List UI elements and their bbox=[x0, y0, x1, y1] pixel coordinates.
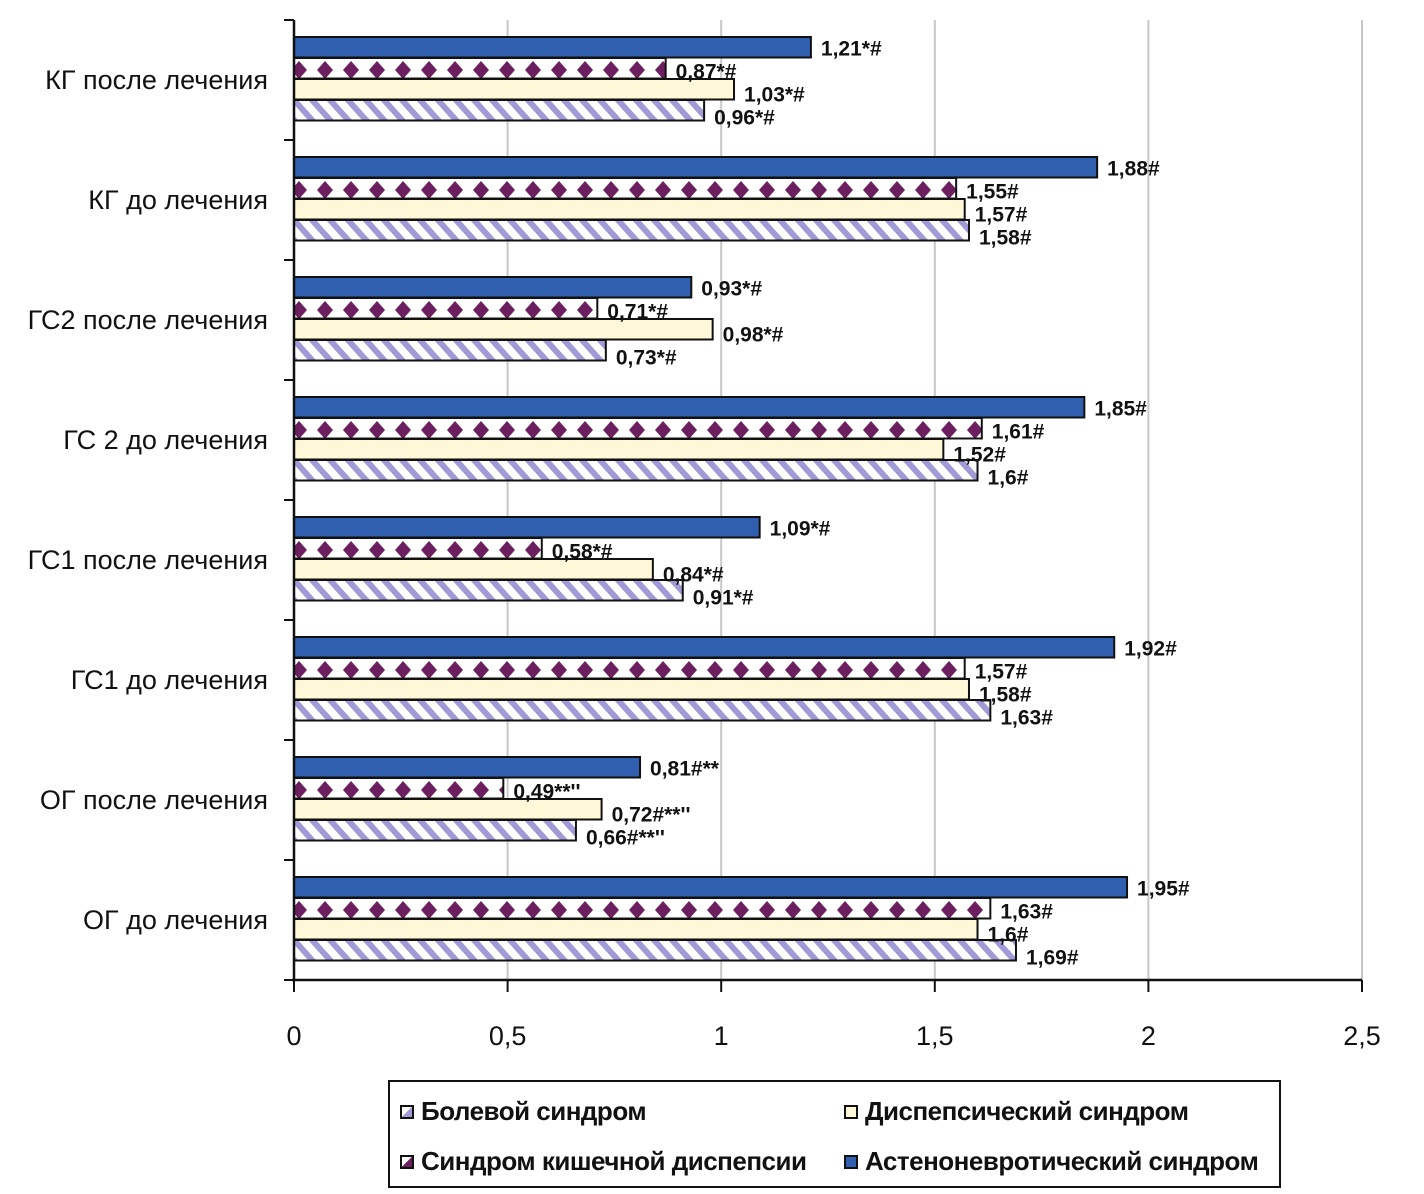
legend-swatch-stripes-icon bbox=[400, 1104, 414, 1119]
legend: Болевой синдром Диспепсический синдром С… bbox=[388, 1080, 1281, 1188]
legend-swatch-cream-icon bbox=[844, 1104, 858, 1119]
data-label: 0,81#** bbox=[650, 757, 720, 780]
data-label: 1,57# bbox=[975, 203, 1028, 226]
axes: 0 0,5 1 1,5 2 2,5 bbox=[284, 19, 1381, 1051]
data-label: 1,85# bbox=[1094, 397, 1147, 420]
bar bbox=[293, 537, 543, 560]
data-label: 1,57# bbox=[975, 660, 1028, 683]
x-tick-label: 0 bbox=[286, 1021, 301, 1051]
bar bbox=[293, 819, 577, 842]
bar bbox=[293, 36, 812, 59]
data-label: 0,84*# bbox=[663, 563, 724, 586]
category-label: ОГ после лечения bbox=[40, 785, 268, 815]
bar bbox=[293, 339, 607, 362]
bar bbox=[293, 276, 693, 299]
bar bbox=[293, 897, 992, 920]
category-label: ГС1 до лечения bbox=[71, 665, 268, 695]
data-label: 0,96*# bbox=[714, 106, 775, 129]
data-label: 0,91*# bbox=[693, 586, 754, 609]
bar bbox=[293, 699, 992, 722]
data-label: 1,69# bbox=[1026, 946, 1079, 969]
bar bbox=[293, 939, 1017, 962]
bar bbox=[293, 297, 599, 320]
bar bbox=[293, 198, 966, 221]
category-label: ГС1 после лечения bbox=[28, 545, 268, 575]
data-label: 0,72#**'' bbox=[612, 803, 691, 826]
bar bbox=[293, 219, 970, 242]
bar bbox=[293, 177, 958, 200]
category-label: ГС 2 до лечения bbox=[63, 425, 268, 455]
category-label: ОГ до лечения bbox=[83, 905, 268, 935]
legend-swatch-diamonds-icon bbox=[400, 1154, 414, 1169]
data-label: 1,95# bbox=[1137, 877, 1190, 900]
data-label: 1,92# bbox=[1124, 637, 1177, 660]
data-label: 0,98*# bbox=[723, 323, 784, 346]
bar bbox=[293, 678, 970, 701]
category-label: ГС2 после лечения bbox=[28, 305, 268, 335]
category-label: КГ после лечения bbox=[45, 65, 268, 95]
data-label: 0,71*# bbox=[607, 300, 668, 323]
data-label: 1,58# bbox=[979, 226, 1032, 249]
data-label: 0,49**'' bbox=[513, 780, 580, 803]
data-label: 1,63# bbox=[1000, 706, 1053, 729]
legend-swatch-blue-icon bbox=[844, 1154, 858, 1169]
data-label: 1,21*# bbox=[821, 37, 882, 60]
bar bbox=[293, 99, 706, 122]
legend-label: Диспепсический синдром bbox=[865, 1096, 1189, 1126]
data-label: 0,87*# bbox=[676, 60, 737, 83]
x-tick-label: 2 bbox=[1141, 1021, 1156, 1051]
bar bbox=[293, 516, 761, 539]
legend-item-intestinal: Синдром кишечной диспепсии bbox=[400, 1146, 807, 1177]
bar bbox=[293, 876, 1129, 899]
data-label: 1,03*# bbox=[744, 83, 805, 106]
data-label: 0,58*# bbox=[552, 540, 613, 563]
bar bbox=[293, 459, 979, 482]
data-label: 1,6# bbox=[988, 923, 1029, 946]
data-label: 1,55# bbox=[966, 180, 1019, 203]
x-tick-label: 2,5 bbox=[1343, 1021, 1381, 1051]
category-label: КГ до лечения bbox=[88, 185, 268, 215]
bar bbox=[293, 918, 979, 941]
data-label: 0,93*# bbox=[701, 277, 762, 300]
legend-item-astheno: Астеноневротический синдром bbox=[844, 1146, 1259, 1177]
bars bbox=[293, 36, 1129, 962]
bar bbox=[293, 636, 1116, 659]
bar bbox=[293, 579, 684, 602]
bar bbox=[293, 756, 642, 779]
bar bbox=[293, 657, 966, 680]
data-label: 0,66#**'' bbox=[586, 826, 665, 849]
legend-item-pain: Болевой синдром bbox=[400, 1096, 647, 1127]
x-tick-label: 1,5 bbox=[916, 1021, 954, 1051]
data-label: 1,61# bbox=[992, 420, 1045, 443]
data-label: 1,88# bbox=[1107, 157, 1160, 180]
bar bbox=[293, 57, 667, 80]
legend-label: Болевой синдром bbox=[421, 1096, 647, 1126]
bar bbox=[293, 438, 945, 461]
data-label: 1,6# bbox=[988, 466, 1029, 489]
bar bbox=[293, 777, 505, 800]
x-tick-label: 0,5 bbox=[489, 1021, 527, 1051]
labels: КГ после лечения 1,21*# 0,87*# 1,03*#0,96*#… bbox=[28, 37, 1190, 969]
legend-label: Синдром кишечной диспепсии bbox=[421, 1146, 807, 1176]
data-label: 1,09*# bbox=[770, 517, 831, 540]
data-label: 1,58# bbox=[979, 683, 1032, 706]
bar-chart: 0 0,5 1 1,5 2 2,5 КГ после лечения 1,21*# 0,87*… bbox=[28, 19, 1381, 1051]
legend-item-dyspeptic: Диспепсический синдром bbox=[844, 1096, 1189, 1127]
data-label: 1,52# bbox=[953, 443, 1006, 466]
legend-label: Астеноневротический синдром bbox=[865, 1146, 1259, 1176]
bar bbox=[293, 78, 736, 101]
bar bbox=[293, 396, 1086, 419]
bar bbox=[293, 156, 1099, 179]
data-label: 0,73*# bbox=[616, 346, 677, 369]
x-tick-label: 1 bbox=[714, 1021, 729, 1051]
bar bbox=[293, 417, 983, 440]
data-label: 1,63# bbox=[1000, 900, 1053, 923]
